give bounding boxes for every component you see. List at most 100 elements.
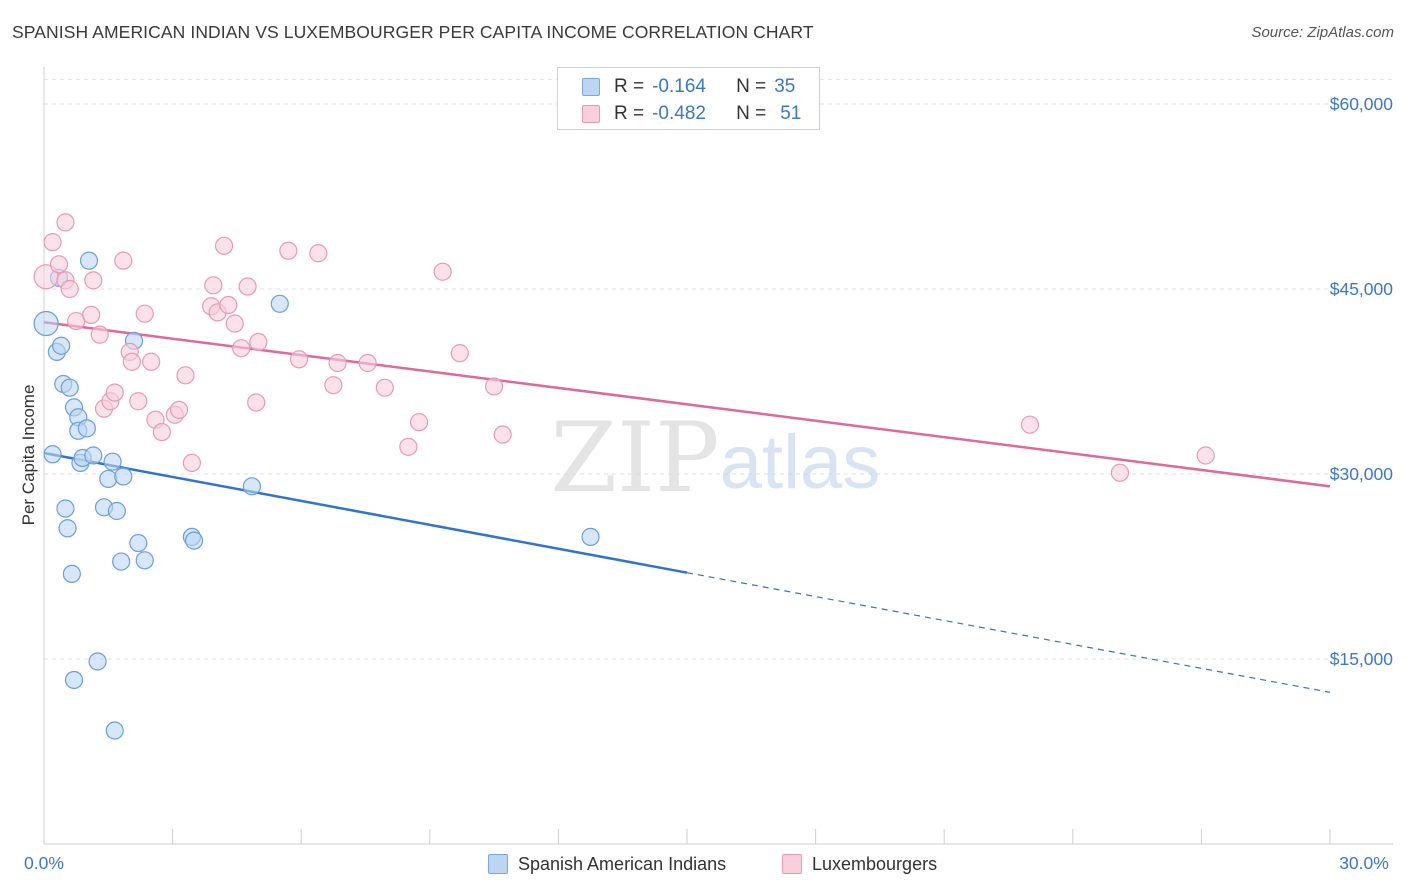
- point-luxembourgers: [309, 244, 328, 263]
- legend-swatch-blue: [488, 854, 508, 874]
- point-spanish-american-indians: [107, 501, 126, 521]
- point-spanish-american-indians: [581, 527, 600, 547]
- point-spanish-american-indians: [270, 294, 289, 313]
- point-spanish-american-indians: [58, 519, 77, 538]
- data-points: [33, 213, 1215, 740]
- gridlines: [44, 78, 1393, 660]
- legend-n-value: 51: [780, 103, 802, 124]
- legend-r-value: -0.482: [652, 103, 706, 124]
- legend-r-value: -0.164: [652, 76, 706, 97]
- point-luxembourgers: [129, 392, 148, 411]
- legend-swatch-blue: [582, 78, 600, 96]
- point-spanish-american-indians: [129, 533, 148, 553]
- point-luxembourgers: [219, 295, 238, 315]
- legend-swatch-pink: [782, 854, 802, 874]
- point-luxembourgers: [324, 376, 343, 395]
- point-luxembourgers: [399, 437, 418, 456]
- point-luxembourgers: [249, 332, 268, 352]
- point-luxembourgers: [43, 233, 62, 252]
- point-luxembourgers: [169, 400, 189, 419]
- trend-line-spanish-american-indians: [43, 451, 688, 574]
- legend-row-luxembourgers: R = -0.482 N = 51: [582, 102, 801, 126]
- point-luxembourgers: [375, 378, 394, 397]
- point-spanish-american-indians: [99, 469, 118, 489]
- legend-label: Spanish American Indians: [518, 853, 727, 874]
- point-spanish-american-indians: [88, 652, 107, 671]
- legend-swatch-pink: [582, 105, 600, 123]
- point-luxembourgers: [105, 383, 124, 402]
- y-tick-label: $15,000: [1330, 649, 1394, 669]
- point-luxembourgers: [176, 366, 195, 385]
- legend-label: Luxembourgers: [812, 853, 938, 874]
- point-spanish-american-indians: [105, 721, 124, 740]
- point-luxembourgers: [358, 353, 377, 373]
- point-luxembourgers: [289, 350, 309, 369]
- point-luxembourgers: [328, 353, 347, 373]
- point-luxembourgers: [60, 279, 79, 299]
- point-luxembourgers: [182, 453, 201, 472]
- point-luxembourgers: [238, 277, 257, 296]
- point-spanish-american-indians: [56, 499, 75, 518]
- y-tick-labels: $15,000 $30,000 $45,000 $60,000: [1330, 94, 1394, 669]
- point-spanish-american-indians: [62, 564, 81, 584]
- y-tick-label: $60,000: [1330, 94, 1394, 114]
- point-spanish-american-indians: [79, 251, 99, 270]
- point-spanish-american-indians: [43, 445, 62, 464]
- legend-n-label: N =: [736, 76, 767, 97]
- x-tick-label-max: 30.0%: [1339, 853, 1389, 873]
- point-spanish-american-indians: [64, 670, 84, 690]
- x-tick-label-min: 0.0%: [24, 853, 64, 873]
- point-luxembourgers: [152, 422, 171, 442]
- trend-line-extension: [686, 572, 1331, 693]
- point-spanish-american-indians: [60, 378, 79, 397]
- point-luxembourgers: [1196, 446, 1215, 465]
- y-axis-title: Per Capita Income: [19, 385, 38, 526]
- correlation-legend: R = -0.164 N = 35 R = -0.482 N = 51: [557, 67, 820, 130]
- point-spanish-american-indians: [184, 531, 204, 550]
- point-luxembourgers: [122, 352, 141, 371]
- point-luxembourgers: [90, 325, 109, 344]
- legend-n-value: 35: [774, 76, 796, 97]
- point-spanish-american-indians: [103, 452, 122, 471]
- point-spanish-american-indians: [114, 467, 133, 486]
- legend-row-spanish-american-indians: R = -0.164 N = 35: [582, 75, 795, 99]
- point-luxembourgers: [56, 213, 75, 232]
- point-luxembourgers: [1020, 415, 1040, 434]
- chart-source: Source: ZipAtlas.com: [1251, 24, 1394, 41]
- point-luxembourgers: [493, 425, 512, 444]
- watermark-atlas: atlas: [720, 420, 881, 505]
- point-luxembourgers: [433, 262, 452, 281]
- y-tick-label: $30,000: [1330, 464, 1394, 484]
- point-luxembourgers: [84, 271, 103, 290]
- point-luxembourgers: [142, 352, 161, 371]
- point-spanish-american-indians: [33, 310, 59, 337]
- point-luxembourgers: [225, 314, 244, 333]
- point-luxembourgers: [82, 305, 101, 324]
- point-spanish-american-indians: [112, 552, 131, 571]
- point-spanish-american-indians: [52, 336, 71, 355]
- point-luxembourgers: [114, 251, 133, 270]
- point-luxembourgers: [135, 304, 154, 323]
- legend-n-label: N =: [736, 103, 767, 124]
- point-luxembourgers: [204, 276, 223, 295]
- point-spanish-american-indians: [242, 477, 262, 496]
- point-luxembourgers: [1110, 463, 1130, 482]
- point-spanish-american-indians: [77, 419, 96, 438]
- point-luxembourgers: [485, 377, 504, 396]
- point-luxembourgers: [247, 393, 266, 412]
- legend-r-label: R =: [614, 103, 645, 124]
- point-luxembourgers: [214, 236, 234, 255]
- point-luxembourgers: [232, 339, 251, 358]
- legend-item-spanish-american-indians: Spanish American Indians: [488, 852, 726, 876]
- point-spanish-american-indians: [135, 551, 154, 570]
- legend-r-label: R =: [614, 76, 645, 97]
- point-spanish-american-indians: [84, 446, 103, 465]
- legend-item-luxembourgers: Luxembourgers: [782, 852, 937, 876]
- point-luxembourgers: [49, 255, 69, 274]
- point-luxembourgers: [450, 344, 469, 363]
- point-luxembourgers: [279, 241, 298, 260]
- y-tick-label: $45,000: [1330, 279, 1394, 299]
- watermark-zip: ZIP: [550, 402, 719, 514]
- point-luxembourgers: [409, 413, 429, 432]
